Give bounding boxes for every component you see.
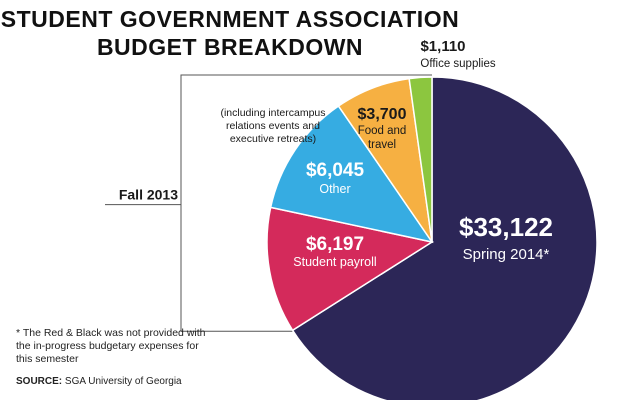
slice-payroll: [266, 206, 434, 332]
chart-title-line-1: STUDENT GOVERNMENT ASSOCIATION: [0, 6, 460, 32]
bracket-line: [180, 74, 432, 332]
slice-note-other-note-0: (including intercampus: [220, 107, 325, 119]
slice-office: [408, 76, 433, 243]
slice-label-food-line-1: travel: [368, 139, 396, 151]
slice-note-other-note-2: executive retreats): [230, 133, 316, 145]
slice-value-other: $6,045: [306, 160, 365, 181]
source-text: SGA University of Georgia: [64, 376, 182, 387]
fall-2013-bracket: Fall 2013: [105, 74, 432, 332]
slice-value-payroll: $6,197: [306, 234, 364, 255]
source-label: SOURCE:: [16, 376, 63, 387]
slice-label-payroll: Student payroll: [293, 255, 376, 269]
slice-value-spring: $33,122: [459, 212, 553, 242]
slice-spring: [291, 76, 598, 400]
slice-value-food: $3,700: [358, 106, 407, 123]
slice-label-office: Office supplies: [420, 58, 495, 70]
chart-title-line-2: BUDGET BREAKDOWN: [96, 34, 364, 60]
source-line: SOURCE: SGA University of Georgia: [16, 376, 182, 387]
slice-label-spring: Spring 2014*: [463, 246, 550, 263]
slice-label-food-line-0: Food and: [358, 125, 407, 137]
slice-value-office: $1,110: [420, 38, 465, 55]
pie-slices: [266, 76, 598, 400]
fall-2013-label: Fall 2013: [119, 187, 178, 203]
slice-note-other-note-1: relations events and: [226, 120, 320, 132]
slice-label-other: Other: [319, 182, 350, 196]
footnote: * The Red & Black was not provided with …: [16, 327, 206, 365]
slice-other: [269, 104, 434, 244]
